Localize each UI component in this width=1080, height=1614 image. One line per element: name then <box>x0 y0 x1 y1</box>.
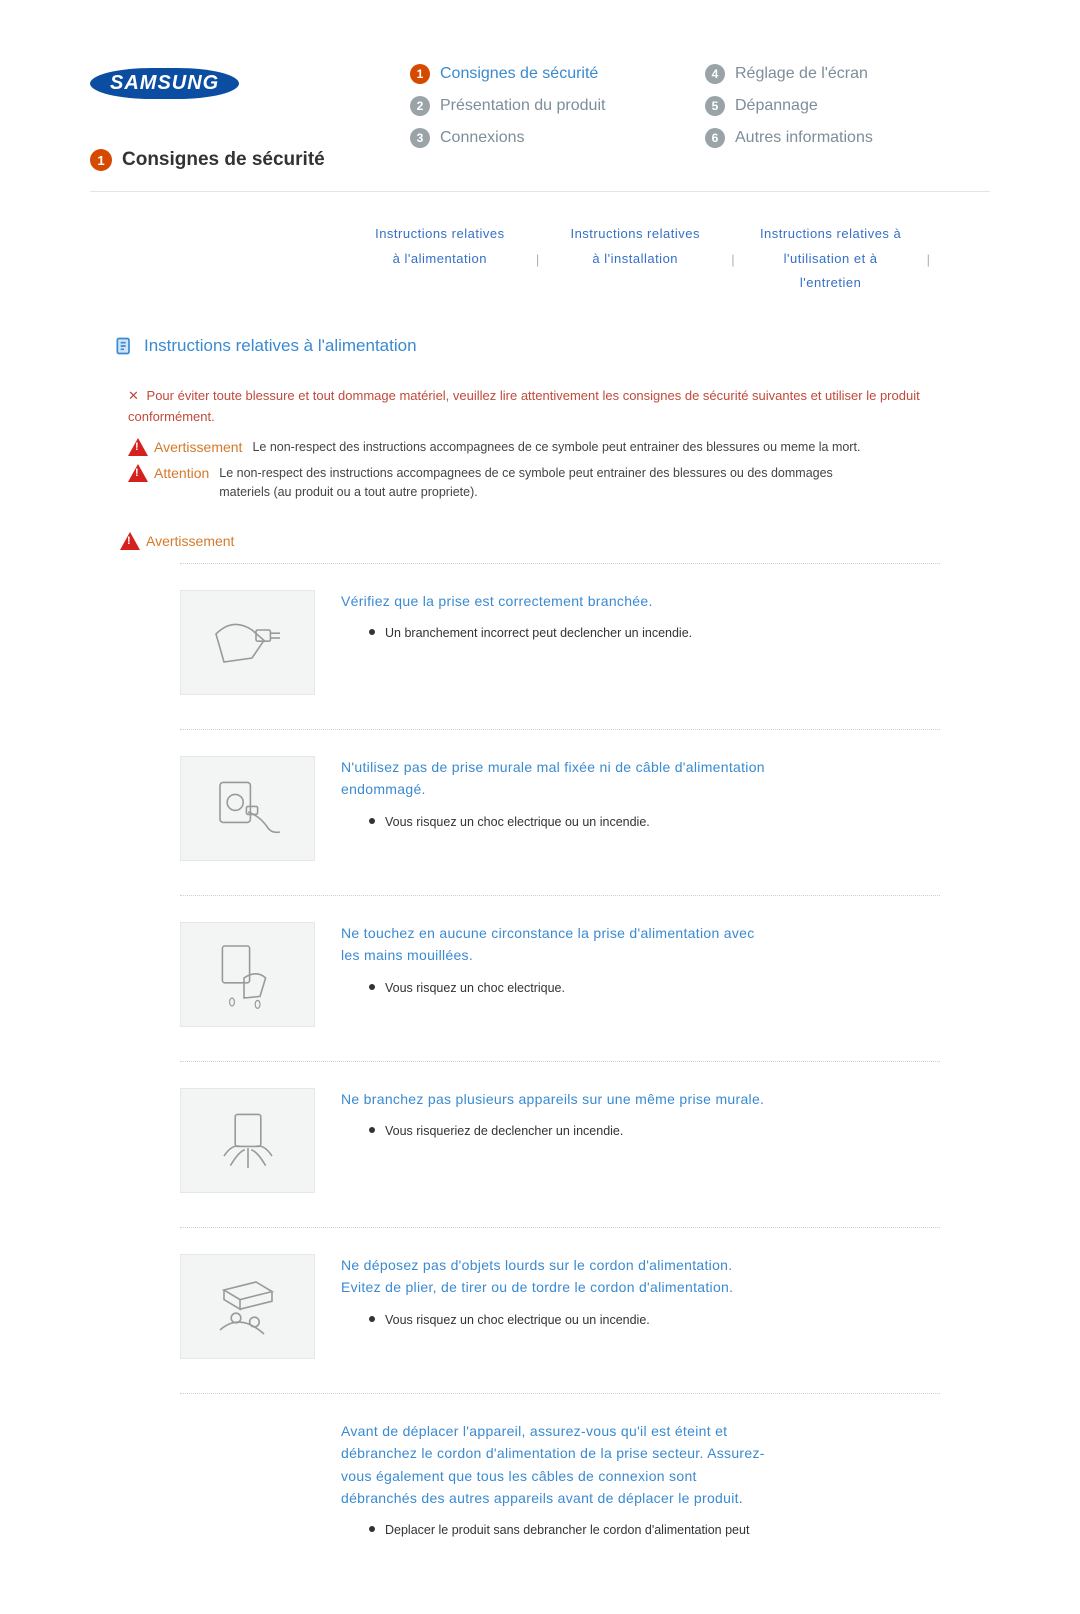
multi-plug-icon <box>203 1100 293 1180</box>
instruction-bullet-text: Vous risquez un choc electrique ou un in… <box>385 1311 650 1330</box>
nav-link-3: Connexions <box>440 129 525 147</box>
nav-item-2[interactable]: 2 Présentation du produit <box>410 96 695 116</box>
header: SAMSUNG 1 Consignes de sécurité 1 Consig… <box>90 60 990 192</box>
attention-text: Le non-respect des instructions accompag… <box>219 464 859 502</box>
nav-number-6: 6 <box>705 128 725 148</box>
subnav-link-1a: Instructions relatives <box>375 226 505 241</box>
attention-badge: Attention <box>128 464 209 482</box>
warning-triangle-icon <box>128 438 148 456</box>
instruction-title: Vérifiez que la prise est correctement b… <box>341 590 771 612</box>
subnav-separator: | <box>927 252 930 267</box>
nav-number-1: 1 <box>410 64 430 84</box>
nav-item-6[interactable]: 6 Autres informations <box>705 128 990 148</box>
instruction-title: Ne déposez pas d'objets lourds sur le co… <box>341 1254 771 1299</box>
bullet-icon <box>369 818 375 824</box>
instruction-title: Avant de déplacer l'appareil, assurez-vo… <box>341 1420 771 1510</box>
section-title-text: Consignes de sécurité <box>122 149 325 171</box>
instruction-bullet: Vous risquez un choc electrique ou un in… <box>341 813 940 832</box>
warning-triangle-icon <box>128 464 148 482</box>
instruction-block: Avant de déplacer l'appareil, assurez-vo… <box>180 1393 940 1574</box>
instruction-thumb <box>180 1254 315 1359</box>
instruction-bullet-text: Vous risquez un choc electrique ou un in… <box>385 813 650 832</box>
instruction-thumb <box>180 922 315 1027</box>
subnav-item-1[interactable]: Instructions relatives à l'alimentation <box>350 222 530 296</box>
nav-item-5[interactable]: 5 Dépannage <box>705 96 990 116</box>
attention-label: Attention <box>154 465 209 481</box>
instruction-bullet-text: Vous risquez un choc electrique. <box>385 979 565 998</box>
avertissement-section-badge: Avertissement <box>120 532 990 553</box>
instruction-title: N'utilisez pas de prise murale mal fixée… <box>341 756 771 801</box>
instruction-thumb <box>180 1088 315 1193</box>
nav-link-1: Consignes de sécurité <box>440 65 598 83</box>
nav-link-2: Présentation du produit <box>440 97 605 115</box>
instruction-title: Ne touchez en aucune circonstance la pri… <box>341 922 771 967</box>
sub-nav: Instructions relatives à l'alimentation … <box>90 192 990 316</box>
instruction-bullet-text: Un branchement incorrect peut declencher… <box>385 624 692 643</box>
instruction-bullet: Un branchement incorrect peut declencher… <box>341 624 940 643</box>
plug-hand-icon <box>203 602 293 682</box>
bullet-icon <box>369 629 375 635</box>
wet-hands-icon <box>203 934 293 1014</box>
warning-triangle-icon <box>120 532 140 550</box>
nav-number-4: 4 <box>705 64 725 84</box>
nav-number-5: 5 <box>705 96 725 116</box>
legend-row-attention: Attention Le non-respect des instruction… <box>128 464 960 502</box>
x-icon: ✕ <box>128 386 139 407</box>
instruction-bullet: Deplacer le produit sans debrancher le c… <box>341 1521 940 1540</box>
bullet-icon <box>369 984 375 990</box>
instruction-title: Ne branchez pas plusieurs appareils sur … <box>341 1088 771 1110</box>
avertissement-text: Le non-respect des instructions accompag… <box>252 438 860 457</box>
nav-link-4: Réglage de l'écran <box>735 65 868 83</box>
subnav-link-3c: l'entretien <box>800 275 861 290</box>
instruction-thumb <box>180 756 315 861</box>
section-number-badge: 1 <box>90 149 112 171</box>
nav-link-6: Autres informations <box>735 129 873 147</box>
subnav-link-3b: l'utilisation et à <box>784 251 878 266</box>
instruction-bullet-text: Deplacer le produit sans debrancher le c… <box>385 1521 749 1540</box>
avertissement-section-label: Avertissement <box>146 533 234 549</box>
instruction-block: Ne déposez pas d'objets lourds sur le co… <box>180 1227 940 1393</box>
heavy-object-cord-icon <box>203 1266 293 1346</box>
avertissement-label: Avertissement <box>154 439 242 455</box>
nav-number-2: 2 <box>410 96 430 116</box>
bullet-icon <box>369 1316 375 1322</box>
subnav-link-2b: à l'installation <box>592 251 678 266</box>
legend: Avertissement Le non-respect des instruc… <box>128 438 960 502</box>
instruction-bullet-text: Vous risqueriez de declencher un incendi… <box>385 1122 623 1141</box>
instruction-block: N'utilisez pas de prise murale mal fixée… <box>180 729 940 895</box>
subnav-link-1b: à l'alimentation <box>393 251 487 266</box>
subnav-link-2a: Instructions relatives <box>570 226 700 241</box>
nav-link-5: Dépannage <box>735 97 818 115</box>
instruction-bullet: Vous risquez un choc electrique ou un in… <box>341 1311 940 1330</box>
instruction-block: Ne touchez en aucune circonstance la pri… <box>180 895 940 1061</box>
bullet-icon <box>369 1127 375 1133</box>
instruction-bullet: Vous risqueriez de declencher un incendi… <box>341 1122 940 1141</box>
wall-socket-icon <box>203 768 293 848</box>
subnav-item-2[interactable]: Instructions relatives à l'installation <box>545 222 725 296</box>
avertissement-badge: Avertissement <box>128 438 242 456</box>
document-icon <box>114 336 134 356</box>
top-nav: 1 Consignes de sécurité 4 Réglage de l'é… <box>410 60 990 148</box>
intro-text: ✕ Pour éviter toute blessure et tout dom… <box>90 386 990 428</box>
subnav-separator: | <box>731 252 734 267</box>
nav-item-1[interactable]: 1 Consignes de sécurité <box>410 64 695 84</box>
subnav-link-3a: Instructions relatives à <box>760 226 901 241</box>
nav-number-3: 3 <box>410 128 430 148</box>
instruction-thumb <box>180 590 315 695</box>
bullet-icon <box>369 1526 375 1532</box>
page-section-title: 1 Consignes de sécurité <box>90 149 410 171</box>
brand-logo: SAMSUNG <box>90 68 239 99</box>
nav-item-3[interactable]: 3 Connexions <box>410 128 695 148</box>
section-heading-text: Instructions relatives à l'alimentation <box>144 336 417 356</box>
subnav-separator: | <box>536 252 539 267</box>
instruction-block: Ne branchez pas plusieurs appareils sur … <box>180 1061 940 1227</box>
subnav-item-3[interactable]: Instructions relatives à l'utilisation e… <box>741 222 921 296</box>
section-heading: Instructions relatives à l'alimentation <box>114 336 990 356</box>
instruction-block: Vérifiez que la prise est correctement b… <box>180 563 940 729</box>
intro-body: Pour éviter toute blessure et tout domma… <box>128 388 920 424</box>
nav-item-4[interactable]: 4 Réglage de l'écran <box>705 64 990 84</box>
legend-row-avertissement: Avertissement Le non-respect des instruc… <box>128 438 960 457</box>
instruction-bullet: Vous risquez un choc electrique. <box>341 979 940 998</box>
